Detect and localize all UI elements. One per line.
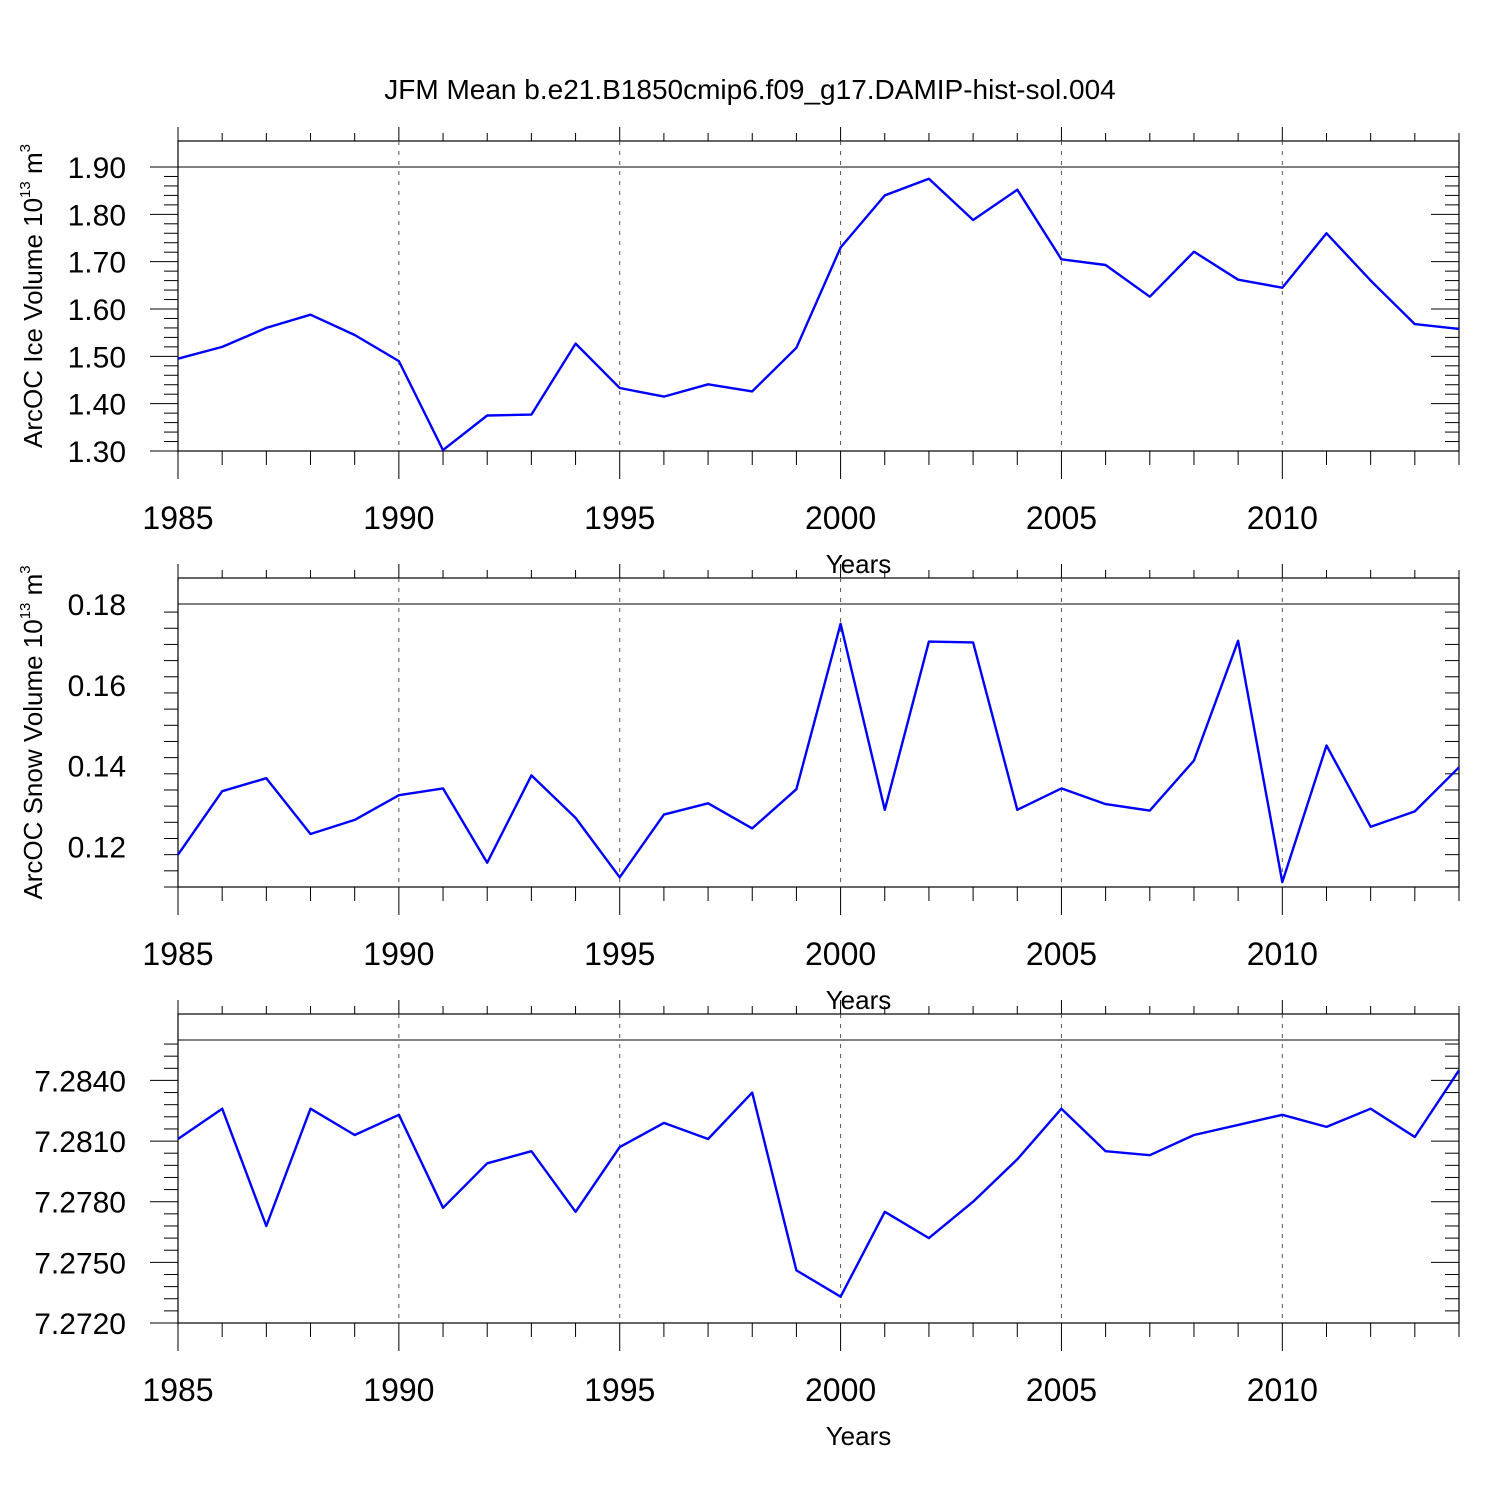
- x-tick-label: 2000: [805, 1372, 876, 1408]
- y-axis-title: ArcOC Snow Volume 1013 m3: [17, 565, 48, 899]
- y-axis-title-exp: 13: [17, 181, 34, 198]
- x-tick-label: 1990: [363, 1372, 434, 1408]
- y-tick-label: 1.30: [68, 436, 126, 469]
- y-tick-label: 7.2840: [34, 1065, 126, 1098]
- x-tick-label: 2000: [805, 500, 876, 536]
- panel-ice-volume: 1985 1990 1995 2000 2005 2010 Years 1.30 1.40 1.5…: [17, 127, 1460, 579]
- x-tick-label: 1995: [584, 1372, 655, 1408]
- y-axis-title-unit-exp: 3: [17, 144, 34, 152]
- y-tick-label: 1.50: [68, 341, 126, 374]
- x-tick-label: 2005: [1026, 1372, 1097, 1408]
- y-axis-title-unit: m: [18, 574, 48, 603]
- y-axis-title-exp: 13: [17, 603, 34, 620]
- series-line-snow-volume: [177, 622, 1460, 884]
- y-tick-label: 7.2780: [34, 1187, 126, 1220]
- y-tick-label: 7.2810: [34, 1126, 126, 1159]
- y-axis-title-text: ArcOC Ice Volume 10: [18, 198, 48, 448]
- x-axis-title: Years: [826, 985, 892, 1015]
- plot-frame: [177, 140, 1460, 452]
- y-axis-title-text: ArcOC Snow Volume 10: [18, 619, 48, 899]
- series-line-third-series: [177, 1069, 1461, 1298]
- y-tick-label: 1.70: [68, 247, 126, 280]
- plot-frame: [177, 1013, 1460, 1324]
- x-tick-label: 1995: [584, 936, 655, 972]
- chart-title: JFM Mean b.e21.B1850cmip6.f09_g17.DAMIP-…: [384, 74, 1116, 105]
- y-tick-label: 1.40: [68, 389, 126, 422]
- y-axis-title-unit-exp: 3: [17, 565, 34, 573]
- x-tick-label: 2005: [1026, 500, 1097, 536]
- y-axis-title: ArcOC Ice Volume 1013 m3: [17, 144, 48, 448]
- panel-snow-volume: 1985 1990 1995 2000 2005 2010 Years 0.12 0.14 0.1…: [17, 564, 1460, 1015]
- x-tick-label: 1985: [142, 1372, 213, 1408]
- x-axis-title: Years: [826, 1421, 892, 1451]
- x-tick-label: 2010: [1247, 1372, 1318, 1408]
- x-tick-label: 2000: [805, 936, 876, 972]
- y-tick-label: 7.2750: [34, 1247, 126, 1280]
- y-tick-label: 1.80: [68, 199, 126, 232]
- x-tick-label: 1995: [584, 500, 655, 536]
- x-tick-label: 2010: [1247, 500, 1318, 536]
- series-line-ice-volume: [177, 177, 1460, 452]
- x-tick-label: 1990: [363, 500, 434, 536]
- y-tick-label: 0.12: [68, 832, 126, 865]
- y-axis-title-unit: m: [18, 152, 48, 181]
- x-axis-title: Years: [826, 549, 892, 579]
- y-tick-label: 7.2720: [34, 1308, 126, 1341]
- x-tick-label: 2005: [1026, 936, 1097, 972]
- panels: 1985 1990 1995 2000 2005 2010 Years 1.30 1.40 1.5…: [17, 127, 1461, 1451]
- x-tick-label: 1985: [142, 936, 213, 972]
- panel-third-series: 1985 1990 1995 2000 2005 2010 Years 7.2720 7.275…: [34, 1000, 1461, 1451]
- x-tick-label: 1985: [142, 500, 213, 536]
- y-tick-label: 0.18: [68, 589, 126, 622]
- y-tick-label: 1.90: [68, 152, 126, 185]
- plot-frame: [177, 577, 1460, 888]
- x-tick-label: 1990: [363, 936, 434, 972]
- y-tick-label: 1.60: [68, 294, 126, 327]
- y-tick-label: 0.16: [68, 670, 126, 703]
- x-tick-label: 2010: [1247, 936, 1318, 972]
- y-tick-label: 0.14: [68, 751, 126, 784]
